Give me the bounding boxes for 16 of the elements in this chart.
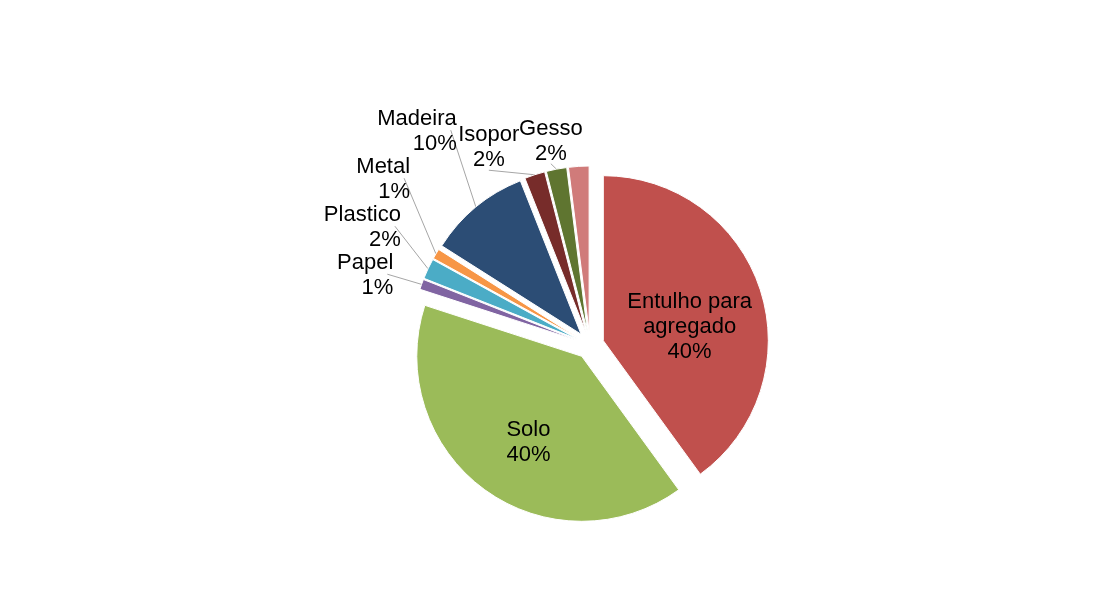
data-label: 40% [506,440,551,466]
slice-label: Plastico [323,201,401,227]
data-label: 2% [534,139,567,165]
slice-label: Isopor [458,121,520,147]
data-label: 1% [378,178,411,204]
slice-label: Metal [356,153,411,179]
data-label: 10% [412,130,457,156]
data-label: 2% [369,226,401,252]
slice-label: Papel [337,249,394,275]
data-label: 2% [472,146,505,172]
slice-label: Gesso [519,114,583,140]
slice-label: Madeira [377,105,458,131]
data-label: 1% [361,274,394,300]
slice-label: Entulho para agregado [627,287,753,338]
data-label: 40% [667,337,712,363]
slice-label: Solo [506,415,551,441]
